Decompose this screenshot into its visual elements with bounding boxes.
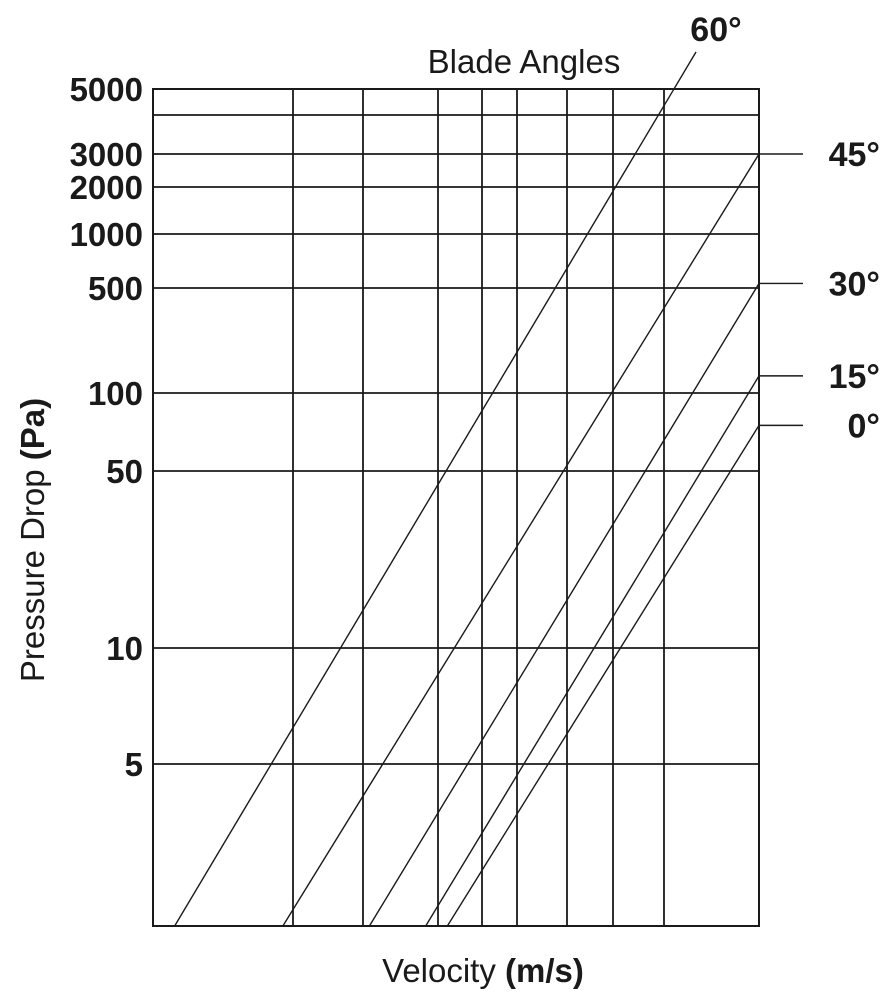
series-label-1: 45° bbox=[829, 136, 880, 174]
x-axis-label: Velocity (m/s) bbox=[382, 952, 584, 989]
series-line-3 bbox=[425, 375, 760, 927]
y-tick-label: 5000 bbox=[70, 71, 143, 108]
y-tick-label: 3000 bbox=[70, 136, 143, 173]
series-label-4: 0° bbox=[847, 407, 880, 445]
vertical-gridlines bbox=[292, 89, 665, 926]
y-axis-label-main: Pressure Drop bbox=[14, 469, 51, 682]
y-axis-label-unit: (Pa) bbox=[14, 398, 51, 460]
series-label-2: 30° bbox=[829, 265, 880, 303]
series-label-3: 15° bbox=[829, 358, 880, 396]
x-axis-label-unit: (m/s) bbox=[505, 952, 584, 989]
series-line-1 bbox=[282, 153, 760, 927]
series-label-0: 60° bbox=[690, 11, 741, 49]
y-tick-label: 2000 bbox=[70, 169, 143, 206]
y-tick-label: 1000 bbox=[70, 216, 143, 253]
horizontal-gridlines bbox=[153, 114, 759, 765]
y-tick-label: 100 bbox=[88, 375, 143, 412]
plot-frame bbox=[152, 88, 760, 927]
series-line-0 bbox=[174, 91, 674, 927]
series-leader-0 bbox=[671, 51, 697, 92]
series-lines bbox=[174, 91, 760, 927]
y-tick-label: 10 bbox=[106, 630, 143, 667]
series-line-4 bbox=[446, 425, 760, 927]
x-axis-label-main: Velocity bbox=[382, 952, 496, 989]
chart-title: Blade Angles bbox=[428, 43, 621, 80]
y-tick-label: 500 bbox=[88, 270, 143, 307]
y-tick-label: 5 bbox=[125, 746, 143, 783]
series-labels: 60° 45° 30° 15° 0° bbox=[671, 11, 880, 445]
y-tick-label: 50 bbox=[106, 453, 143, 490]
series-line-2 bbox=[368, 283, 760, 927]
y-axis-label: Pressure Drop (Pa) bbox=[14, 398, 51, 682]
